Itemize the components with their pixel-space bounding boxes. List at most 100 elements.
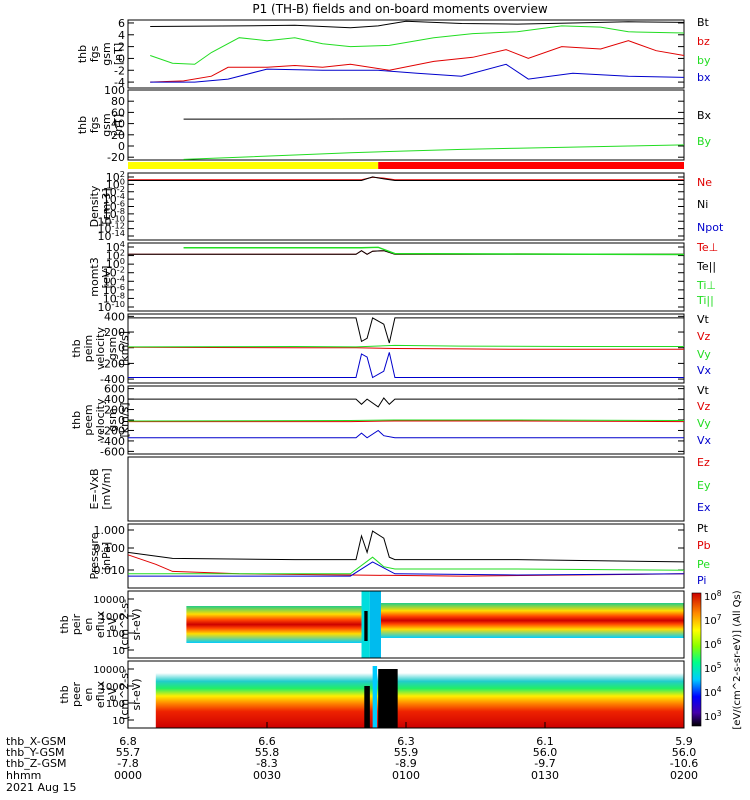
panel-10: 10000 1000 100 10thbpeerenefluxeV(cm^2-s-sr… [58,660,685,729]
ion-spectrogram-quiet [186,606,362,643]
y-tick-label: -4 [114,76,125,89]
y-tick-label: 80 [111,95,125,108]
panel-frame [127,313,685,384]
ephemeris-value: -10.6 [670,757,698,770]
y-tick-label: 0 [118,140,125,153]
ion-spectrogram-dropout [364,611,368,641]
ephemeris-value: -8.9 [395,757,416,770]
series-line-pi [128,561,685,577]
y-tick-label: 0 [118,342,125,355]
y-tick-label: 10-10 [98,299,125,314]
panel-frame [127,172,685,241]
y-tick-label: 100 [106,256,125,271]
y-tick-label: 102 [106,248,125,263]
legend-pt: Pt [697,522,709,535]
y-tick-label: 104 [106,239,125,254]
y-tick-label: 10 [112,646,125,657]
y-tick-label: -400 [100,373,125,386]
y-tick-label: 400 [104,393,125,406]
panel-frame [127,456,685,522]
series-line-vt [128,317,684,344]
series-line-by [150,25,685,65]
series-line-vy [127,419,685,422]
y-axis-label: thbpeerenefluxeV(cm^2-s-sr-eV) [58,669,143,720]
colorbar-tick-label: 105 [704,661,722,675]
y-tick-label: 10000 [93,595,125,606]
y-tick-label: 20 [111,129,125,142]
series-line-vy [127,344,684,348]
y-tick-label: 0 [118,52,125,65]
y-tick-label: 100 [104,84,125,97]
y-tick-label: 0 [118,414,125,427]
ephemeris-label: hhmm [6,769,41,782]
ephemeris-value: -8.3 [256,757,277,770]
legend-bz: bz [697,35,710,48]
panel-frame [127,19,685,89]
series-line-bx [183,118,684,120]
y-tick-label: -600 [100,445,125,458]
panel-frame [127,523,685,589]
ephemeris-value: 6.3 [397,735,415,748]
series-line-vt [128,397,684,408]
ephemeris-value: 0030 [253,769,281,782]
legend-npot: Npot [697,221,724,234]
ephemeris-label: thb_Z-GSM [6,757,66,770]
legend-vz: Vz [697,400,711,413]
series-line-bz [150,40,685,83]
legend-pe: Pe [697,558,710,571]
y-tick-label: 10-6 [103,282,125,297]
y-tick-label: 10-12 [98,221,125,236]
y-tick-label: 10-8 [103,290,125,305]
colorbar-tick-label: 108 [704,589,722,603]
y-tick-label: -200 [100,424,125,437]
legend-ti: Ti⊥ [696,279,716,292]
legend-vz: Vz [697,330,711,343]
series-line-pb [127,554,685,577]
ephemeris-value: 6.8 [119,735,137,748]
electron-spectrogram-gap-a [364,686,370,728]
y-tick-label: 100 [106,699,125,710]
series-line-bx [150,63,685,83]
y-tick-label: 100 [106,176,125,191]
ephemeris-value: 55.9 [394,746,419,759]
series-line-ni [128,176,684,181]
panel-5: 400 200 0 -200 -400 Vt Vz Vy Vx thbpeimvelocitygs… [70,310,712,386]
y-tick-label: 1.000 [94,524,126,537]
status-bar-red [378,162,684,169]
panel-7: Ez Ey Ex E=-VxB[mV/m] [88,456,711,522]
series-line-vz [127,346,684,350]
date-label: 2021 Aug 15 [6,781,76,794]
y-tick-label: 200 [104,326,125,339]
electron-spectrogram-gap-b [378,669,398,728]
y-tick-label: 10-14 [98,228,125,243]
ephemeris-value: 56.0 [533,746,558,759]
colorbar [691,592,702,727]
legend-te: Te|| [696,260,716,273]
panel-8: 1.000 0.100 0.010 Pt Pb Pe Pi Pressure[nPa] [88,522,711,589]
y-axis-label: momt3[eV] [88,257,113,296]
y-tick-label: 600 [104,383,125,396]
legend-ne: Ne [697,176,712,189]
y-tick-label: 1000 [100,612,125,623]
ephemeris-value: 0100 [392,769,420,782]
spectrogram-frame [127,590,685,659]
y-axis-label: thbpeemvelocitygsm[km/s] [70,398,131,441]
legend-bt: Bt [697,16,710,29]
legend-by: By [697,135,712,148]
ephemeris-value: -9.7 [534,757,555,770]
colorbar-tick-label: 103 [704,709,722,723]
y-tick-label: 200 [104,404,125,417]
y-tick-label: 10-2 [103,265,125,280]
legend-vy: Vy [697,348,711,361]
legend-vx: Vx [697,434,712,447]
ephemeris-value: 6.6 [258,735,276,748]
legend-ex: Ex [697,501,711,514]
series-line-ti [183,246,685,256]
electron-spectrogram-spike [372,666,378,728]
ion-spectrogram-gap-b [369,591,381,658]
ephemeris-value: 0130 [531,769,559,782]
